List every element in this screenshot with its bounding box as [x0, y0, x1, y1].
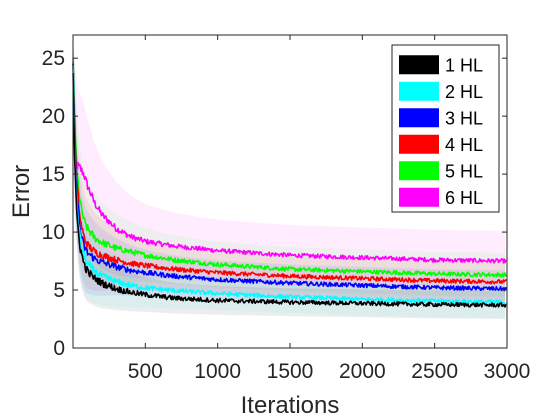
series-line-3hl — [72, 63, 508, 292]
series-line-4hl — [72, 63, 508, 285]
y-tick-label: 5 — [53, 279, 65, 302]
error-band-1hl — [73, 35, 505, 319]
legend-label: 2 HL — [445, 82, 483, 102]
series-line-6hl — [72, 61, 507, 264]
legend-swatch — [399, 187, 439, 207]
x-tick-label: 2000 — [339, 360, 386, 383]
y-tick-label: 25 — [42, 47, 65, 70]
legend-label: 4 HL — [445, 135, 483, 155]
legend-label: 5 HL — [445, 161, 483, 181]
legend-swatch — [399, 108, 439, 128]
series-lines — [72, 57, 508, 308]
series-line-5hl — [72, 57, 507, 278]
series-line-2hl — [72, 65, 507, 306]
x-tick-label: 1500 — [267, 360, 314, 383]
y-axis-label: Error — [8, 165, 35, 218]
series-line-1hl — [72, 72, 507, 308]
x-tick-label: 1000 — [194, 360, 241, 383]
y-tick-label: 15 — [42, 163, 65, 186]
error-band-6hl — [73, 35, 505, 292]
axes — [72, 34, 508, 349]
y-tick-label: 10 — [42, 221, 65, 244]
legend-swatch — [399, 134, 439, 154]
x-tick-label: 500 — [128, 360, 163, 383]
legend-label: 1 HL — [445, 55, 483, 75]
legend-swatch — [399, 161, 439, 181]
legend: 1 HL 2 HL 3 HL 4 HL 5 HL 6 HL — [391, 44, 500, 213]
legend-label: 6 HL — [445, 188, 483, 208]
error-band-5hl — [73, 35, 505, 297]
legend-swatch — [399, 81, 439, 101]
legend-swatch — [399, 55, 439, 75]
tick-labels: 500 1000 1500 2000 2500 3000 0 5 10 15 20 25 — [42, 47, 531, 383]
y-tick-label: 20 — [42, 105, 65, 128]
x-tick-label: 2500 — [411, 360, 458, 383]
x-axis-label: Iterations — [241, 392, 340, 419]
x-tick-label: 3000 — [484, 360, 531, 383]
legend-label: 3 HL — [445, 108, 483, 128]
y-tick-label: 0 — [53, 337, 65, 360]
